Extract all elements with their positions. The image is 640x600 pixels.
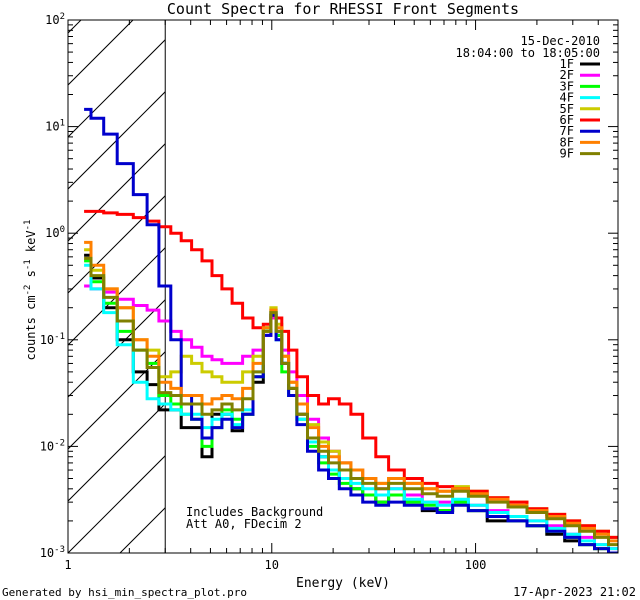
y-tick-label: 10-1 <box>40 332 65 347</box>
hatch-line <box>328 20 640 553</box>
y-tick-label: 102 <box>45 12 65 27</box>
series-line-8F <box>84 240 618 543</box>
hatch-line <box>68 403 166 502</box>
legend-label-7F: 7F <box>560 124 574 138</box>
axis-ticks <box>67 19 619 554</box>
series-lines <box>84 107 618 553</box>
y-tick-label: 10-2 <box>40 438 65 453</box>
hatch-line <box>68 39 166 138</box>
y-axis-label-exp1: -2 <box>23 285 33 296</box>
hatch-line <box>588 20 640 553</box>
legend-label-6F: 6F <box>560 113 574 127</box>
legend-label-1F: 1F <box>560 57 574 71</box>
legend-label-4F: 4F <box>560 91 574 105</box>
x-tick-label: 1 <box>64 558 71 572</box>
legend-label-9F: 9F <box>560 147 574 161</box>
x-tick-label: 10 <box>265 558 279 572</box>
hatch-line <box>68 195 166 294</box>
legend-label-5F: 5F <box>560 102 574 116</box>
series-line-9F <box>84 256 618 547</box>
legend-label-2F: 2F <box>560 68 574 82</box>
hatched-region <box>68 20 640 553</box>
y-tick-label: 100 <box>45 225 65 240</box>
hatch-line <box>68 455 166 553</box>
x-tick-labels: 1 10 100 <box>64 558 486 572</box>
legend-label-3F: 3F <box>560 79 574 93</box>
hatch-line <box>432 20 640 553</box>
footer-generated-by: Generated by hsi_min_spectra_plot.pro <box>2 586 247 599</box>
hatch-line <box>68 247 166 346</box>
hatch-line <box>68 20 134 86</box>
legend-label-8F: 8F <box>560 135 574 149</box>
y-axis-label-exp2: -1 <box>23 259 33 270</box>
annotation-attenuator: Att A0, FDecim 2 <box>186 517 302 531</box>
y-axis-label-mid: s <box>24 270 38 284</box>
y-axis-label-mid2: keV <box>24 230 38 259</box>
x-tick-label: 100 <box>465 558 487 572</box>
chart-date: 15-Dec-2010 <box>521 34 600 48</box>
hatch-line <box>536 20 640 553</box>
x-axis-label: Energy (keV) <box>296 576 390 591</box>
footer-timestamp: 17-Apr-2023 21:02 <box>513 585 636 599</box>
y-axis-label-base: counts cm <box>24 295 38 360</box>
chart-title: Count Spectra for RHESSI Front Segments <box>167 0 519 18</box>
hatch-line <box>380 20 640 553</box>
annotation-background: Includes Background <box>186 505 323 519</box>
plot-frame <box>67 19 619 554</box>
chart-time-range: 18:04:00 to 18:05:00 <box>456 46 601 60</box>
hatch-line <box>68 143 166 242</box>
y-tick-label: 10-3 <box>40 545 65 560</box>
hatch-line <box>224 20 640 553</box>
y-axis-label-exp3: -1 <box>23 220 33 231</box>
hatch-line <box>68 20 82 34</box>
y-tick-label: 101 <box>45 119 65 134</box>
series-line-7F <box>84 107 618 553</box>
y-axis-label: counts cm-2 s-1 keV-1 <box>23 220 38 361</box>
hatch-line <box>68 91 166 190</box>
y-tick-labels: 10-3 10-2 10-1 100 101 102 <box>40 12 65 560</box>
